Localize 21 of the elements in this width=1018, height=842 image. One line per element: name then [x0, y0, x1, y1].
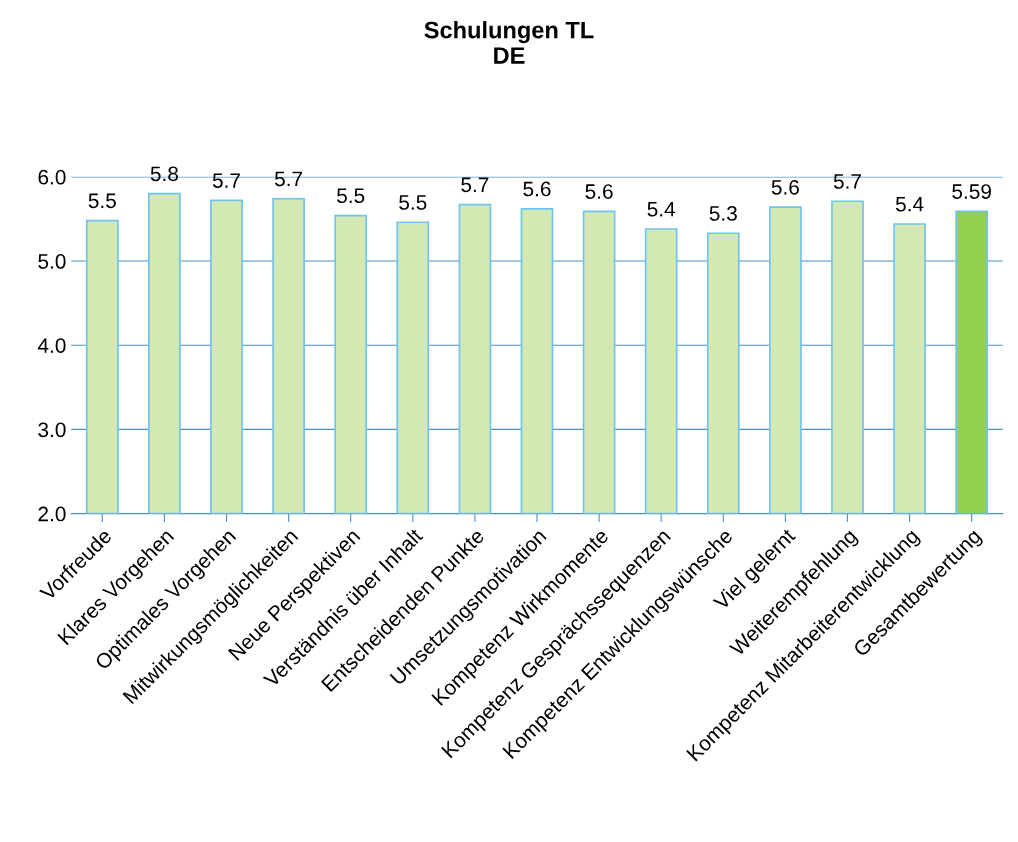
data-label: 5.7 [833, 174, 861, 189]
data-label: 5.5 [337, 188, 365, 204]
data-label: 5.6 [523, 181, 551, 197]
y-tick-label: 6.0 [38, 169, 66, 185]
chart-title: Schulungen TL DE [424, 21, 594, 64]
data-label: 5.8 [150, 166, 178, 182]
data-label: 5.7 [212, 173, 240, 188]
y-tick-label: 5.0 [38, 254, 66, 269]
y-tick-label: 2.0 [38, 506, 66, 522]
data-label: 5.4 [647, 202, 676, 217]
data-label: 5.3 [709, 206, 737, 221]
y-tick-label: 3.0 [38, 422, 66, 438]
data-label: 5.4 [895, 196, 924, 212]
data-label: 5.7 [274, 171, 303, 187]
data-label: 5.7 [461, 177, 489, 193]
data-label: 5.6 [585, 184, 613, 199]
data-label: 5.5 [399, 195, 427, 210]
data-label: 5.5 [88, 193, 116, 209]
y-tick-label: 4.0 [37, 338, 66, 353]
data-label: 5.59 [952, 184, 991, 199]
data-label: 5.6 [771, 179, 799, 195]
